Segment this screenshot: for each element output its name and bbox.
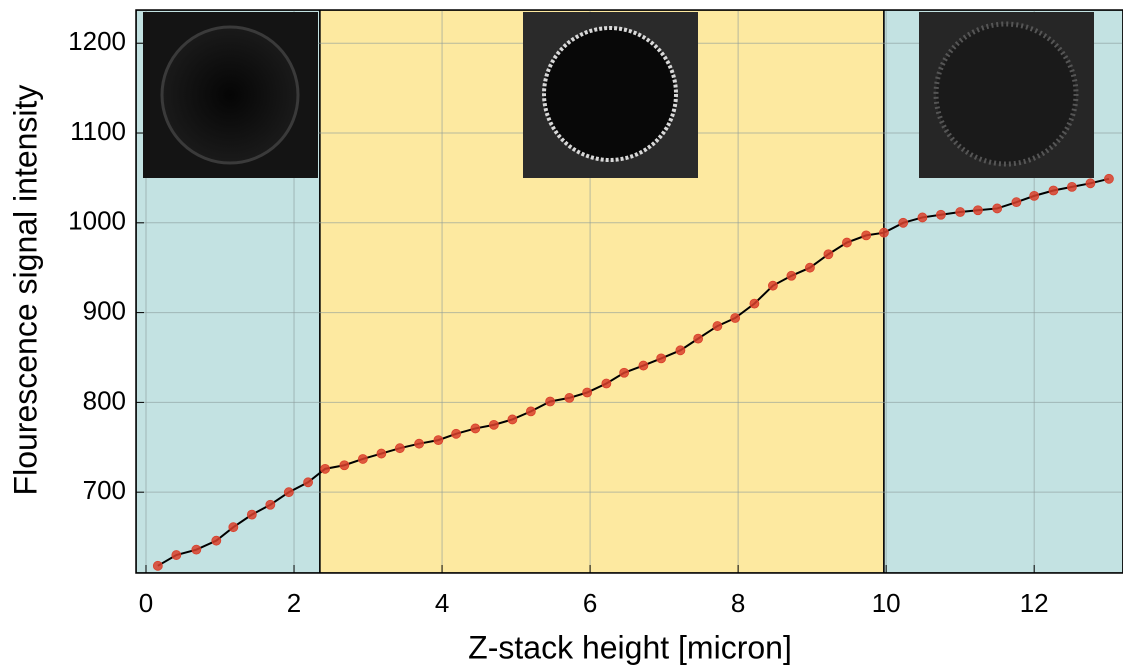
data-point (191, 544, 202, 555)
data-point (152, 560, 163, 571)
y-tick-label: 1200 (68, 26, 126, 56)
data-point (973, 205, 983, 216)
data-point (211, 535, 222, 546)
data-point (1011, 197, 1022, 208)
x-tick-label: 4 (435, 588, 449, 618)
inset-ring (933, 21, 1079, 167)
x-tick-label: 2 (287, 588, 301, 618)
x-tick-label: 8 (731, 588, 745, 618)
data-point (470, 423, 481, 434)
data-point (638, 360, 649, 371)
data-point (1067, 181, 1077, 192)
y-tick-label: 700 (83, 475, 126, 505)
data-point (376, 448, 387, 459)
data-point (675, 345, 686, 356)
data-point (357, 454, 368, 464)
data-point (823, 249, 834, 260)
data-point (786, 270, 797, 281)
data-point (730, 313, 741, 323)
data-point (1085, 178, 1096, 189)
data-point (228, 522, 239, 533)
y-tick-label: 1100 (70, 116, 126, 146)
data-point (712, 321, 723, 331)
x-tick-label: 12 (1020, 588, 1049, 618)
x-tick-label: 6 (583, 588, 597, 618)
data-point (1104, 173, 1114, 184)
marks (152, 173, 1114, 571)
y-tick-label: 1000 (68, 206, 126, 236)
data-point (414, 438, 425, 449)
x-axis-title: Z-stack height [micron] (468, 629, 792, 665)
data-point (656, 353, 667, 364)
data-point (265, 499, 276, 510)
data-point (601, 378, 612, 389)
data-point (992, 203, 1003, 214)
inset-ring (160, 25, 300, 165)
y-tick-label: 800 (83, 385, 126, 415)
data-point (1029, 190, 1040, 201)
data-point (936, 209, 946, 220)
data-point (861, 230, 872, 241)
data-point (339, 460, 350, 471)
plot-frame (135, 9, 1123, 574)
insets (143, 12, 1094, 178)
y-tick-label: 900 (83, 295, 126, 325)
data-point (879, 227, 889, 238)
data-point (1048, 185, 1059, 196)
data-point (917, 212, 928, 223)
data-point (394, 443, 405, 454)
data-point (898, 217, 909, 228)
data-point (525, 406, 536, 417)
data-point (805, 262, 815, 273)
data-point (433, 435, 444, 446)
data-point (171, 550, 182, 560)
data-point (283, 487, 294, 498)
data-point (320, 463, 331, 474)
data-point (545, 396, 556, 407)
x-tick-label: 0 (139, 588, 153, 618)
series-line (157, 177, 1110, 567)
data-point (619, 367, 630, 378)
data-point (303, 477, 313, 488)
data-point (488, 419, 499, 430)
data-point (451, 428, 462, 439)
data-point (842, 237, 852, 248)
data-point (564, 393, 575, 403)
data-point (246, 509, 257, 520)
data-point (507, 414, 518, 425)
y-axis-title: Flourescence signal intensity (7, 85, 43, 496)
inset-ring (542, 26, 678, 162)
data-point (768, 280, 778, 291)
data-point (693, 333, 704, 344)
data-point (749, 298, 760, 309)
x-tick-label: 10 (872, 588, 901, 618)
data-point (955, 207, 966, 217)
data-point (582, 387, 593, 398)
